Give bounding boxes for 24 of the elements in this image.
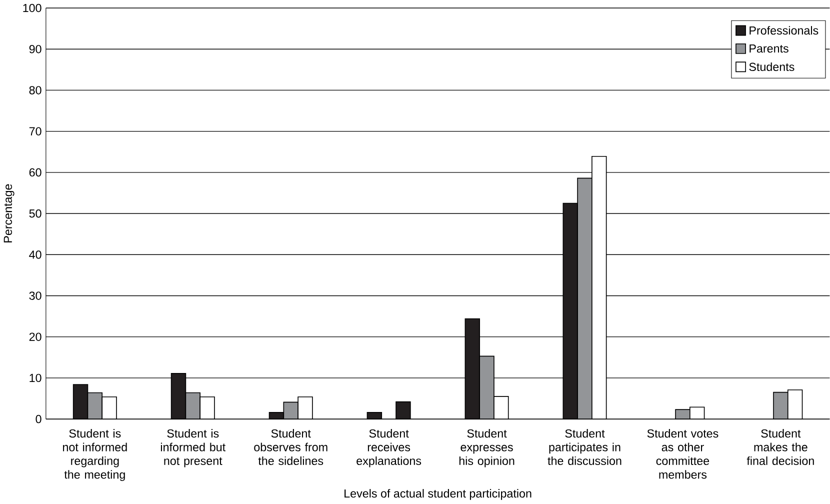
x-tick-label: Student votes as other committee members [647, 429, 718, 479]
y-tick-label: 100 [23, 4, 42, 12]
x-tick-label: Student participates in the discussion [548, 429, 622, 466]
y-tick-label: 30 [29, 292, 42, 300]
y-tick-label: 80 [29, 86, 42, 94]
x-tick-label: Student observes from the sidelines [254, 429, 328, 466]
y-tick-label: 40 [29, 250, 42, 259]
y-tick-label: 60 [29, 168, 42, 177]
legend-label: Parents [750, 44, 788, 53]
y-tick-label: 20 [29, 332, 42, 342]
y-tick-label: 0 [36, 415, 42, 424]
x-tick-label: Student receives explanations [356, 429, 422, 468]
legend-label: Students [749, 62, 794, 72]
y-tick-label: 10 [30, 374, 42, 382]
y-tick-label: 90 [29, 45, 42, 54]
x-tick-label: Student makes the final decision [746, 429, 814, 466]
x-tick-label: Student is informed but not present [160, 429, 226, 468]
y-tick-label: 70 [29, 127, 42, 136]
y-tick-label: 50 [29, 210, 42, 218]
legend-label: Professionals [750, 26, 818, 35]
y-axis-title: Percentage [4, 184, 14, 242]
x-axis-title: Levels of actual student participation [344, 489, 532, 500]
x-tick-label: Student expresses his opinion [459, 429, 514, 468]
x-tick-label: Student is not informed regarding the meeting [63, 429, 127, 482]
